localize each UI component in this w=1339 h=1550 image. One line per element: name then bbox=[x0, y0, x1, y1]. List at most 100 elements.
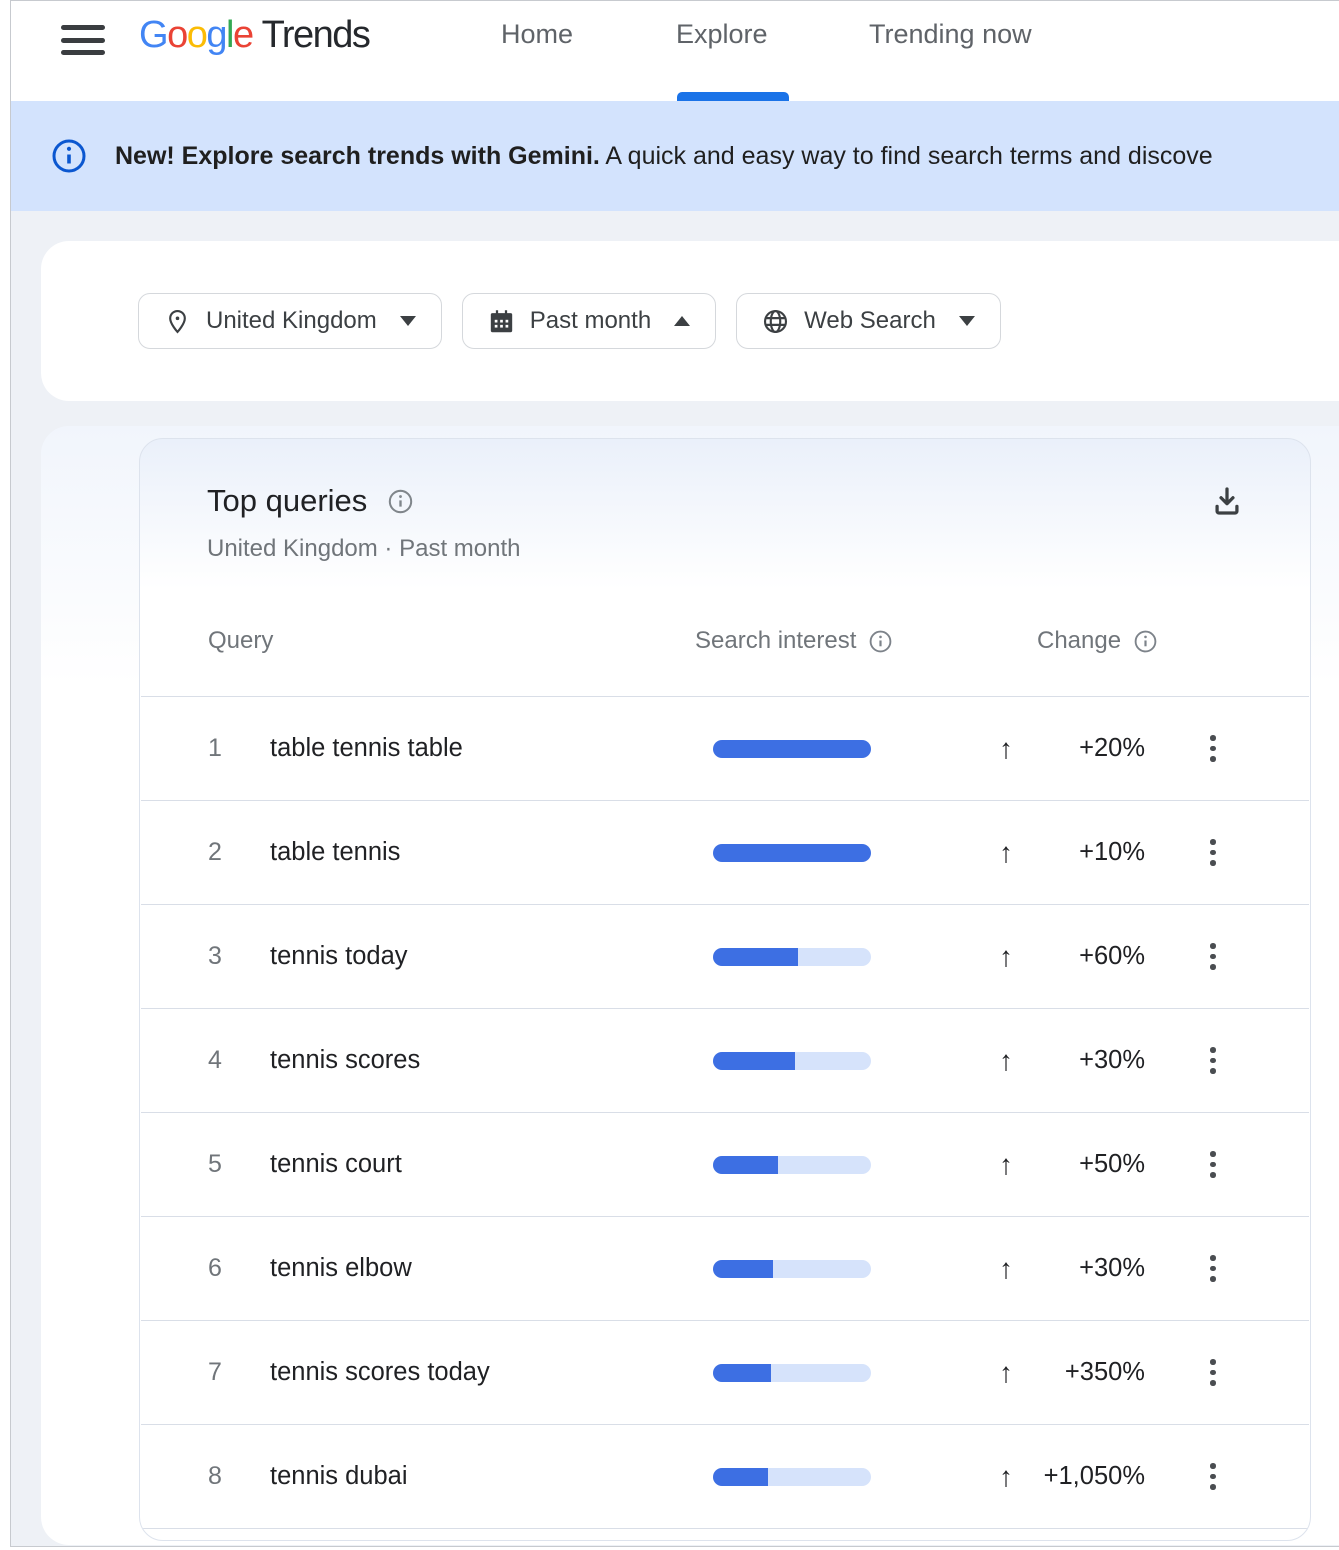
row-rank: 8 bbox=[208, 1462, 222, 1490]
up-arrow-icon: ↑ bbox=[999, 732, 1013, 764]
row-more-options-button[interactable] bbox=[1204, 1145, 1222, 1184]
row-rank: 4 bbox=[208, 1046, 222, 1074]
row-more-options-button[interactable] bbox=[1204, 1249, 1222, 1288]
time-range-filter-label: Past month bbox=[529, 307, 652, 334]
browser-window: Google Trends Home Explore Trending now N… bbox=[10, 0, 1339, 1547]
table-header: Query Search interest Change bbox=[141, 627, 1309, 655]
queries-table-body: 1 table tennis table ↑ +20% 2 table tenn… bbox=[141, 696, 1309, 1529]
table-row[interactable]: 2 table tennis ↑ +10% bbox=[141, 801, 1309, 905]
search-interest-info-icon[interactable] bbox=[868, 629, 893, 654]
row-change-value: +10% bbox=[1079, 838, 1145, 866]
search-interest-bar bbox=[713, 739, 871, 758]
menu-icon[interactable] bbox=[61, 25, 105, 55]
table-row[interactable]: 6 tennis elbow ↑ +30% bbox=[141, 1217, 1309, 1321]
up-arrow-icon: ↑ bbox=[999, 940, 1013, 972]
row-query-label[interactable]: tennis elbow bbox=[270, 1254, 412, 1282]
chevron-up-icon bbox=[674, 316, 691, 326]
row-query-label[interactable]: tennis scores today bbox=[270, 1358, 490, 1386]
card-subtitle: United Kingdom · Past month bbox=[207, 535, 521, 562]
nav-explore[interactable]: Explore bbox=[676, 19, 768, 49]
chevron-down-icon bbox=[958, 316, 975, 326]
search-interest-bar bbox=[713, 1051, 871, 1070]
globe-icon bbox=[764, 309, 788, 333]
trends-wordmark: Trends bbox=[261, 14, 371, 56]
banner-text-bold: New! Explore search trends with Gemini. bbox=[115, 141, 600, 170]
nav-home[interactable]: Home bbox=[501, 19, 574, 49]
row-query-label[interactable]: tennis today bbox=[270, 942, 408, 970]
row-change-value: +1,050% bbox=[1043, 1462, 1145, 1490]
table-row[interactable]: 1 table tennis table ↑ +20% bbox=[141, 697, 1309, 801]
time-range-filter-button[interactable]: Past month bbox=[461, 293, 717, 349]
row-query-label[interactable]: tennis scores bbox=[270, 1046, 421, 1074]
row-rank: 3 bbox=[208, 942, 222, 970]
row-change-value: +20% bbox=[1079, 734, 1145, 762]
row-change-value: +30% bbox=[1079, 1254, 1145, 1282]
active-tab-underline bbox=[677, 92, 789, 101]
row-more-options-button[interactable] bbox=[1204, 833, 1222, 872]
row-rank: 2 bbox=[208, 838, 222, 866]
page-content: United Kingdom Past month bbox=[11, 211, 1339, 1546]
table-row[interactable]: 8 tennis dubai ↑ +1,050% bbox=[141, 1425, 1309, 1529]
row-change-value: +350% bbox=[1064, 1358, 1145, 1386]
row-more-options-button[interactable] bbox=[1204, 729, 1222, 768]
row-change-value: +30% bbox=[1079, 1046, 1145, 1074]
search-interest-bar bbox=[713, 1467, 871, 1486]
banner-text: New! Explore search trends with Gemini. … bbox=[115, 142, 1213, 171]
row-more-options-button[interactable] bbox=[1204, 937, 1222, 976]
table-row[interactable]: 7 tennis scores today ↑ +350% bbox=[141, 1321, 1309, 1425]
row-change: ↑ +50% bbox=[999, 1150, 1189, 1179]
location-filter-button[interactable]: United Kingdom bbox=[138, 293, 442, 349]
search-interest-bar-fill bbox=[713, 947, 799, 966]
column-header-search-interest: Search interest bbox=[695, 627, 857, 654]
row-more-options-button[interactable] bbox=[1204, 1353, 1222, 1392]
search-interest-bar-fill bbox=[713, 1259, 774, 1278]
location-filter-label: United Kingdom bbox=[206, 307, 377, 334]
up-arrow-icon: ↑ bbox=[999, 1044, 1013, 1076]
row-change: ↑ +20% bbox=[999, 734, 1189, 763]
top-queries-card: Top queries bbox=[139, 438, 1311, 1541]
row-query-label[interactable]: tennis dubai bbox=[270, 1462, 408, 1490]
download-icon[interactable] bbox=[1210, 484, 1244, 518]
row-more-options-button[interactable] bbox=[1204, 1457, 1222, 1496]
row-query-label[interactable]: table tennis bbox=[270, 838, 401, 866]
title-info-icon[interactable] bbox=[387, 488, 414, 515]
google-trends-logo[interactable]: Google Trends bbox=[139, 14, 371, 57]
row-rank: 6 bbox=[208, 1254, 222, 1282]
row-rank: 1 bbox=[208, 734, 222, 762]
table-row[interactable]: 4 tennis scores ↑ +30% bbox=[141, 1009, 1309, 1113]
row-rank: 7 bbox=[208, 1358, 222, 1386]
search-interest-bar-fill bbox=[713, 739, 871, 758]
nav-trending-now[interactable]: Trending now bbox=[869, 19, 1032, 49]
change-info-icon[interactable] bbox=[1133, 629, 1158, 654]
chevron-down-icon bbox=[399, 316, 416, 326]
card-title: Top queries bbox=[207, 483, 368, 518]
banner-text-rest: A quick and easy way to find search term… bbox=[599, 141, 1213, 170]
row-change: ↑ +30% bbox=[999, 1254, 1189, 1283]
search-interest-bar bbox=[713, 843, 871, 862]
row-query-label[interactable]: table tennis table bbox=[270, 734, 463, 762]
results-container: Top queries bbox=[41, 426, 1339, 1545]
search-type-filter-button[interactable]: Web Search bbox=[736, 293, 1001, 349]
table-row[interactable]: 5 tennis court ↑ +50% bbox=[141, 1113, 1309, 1217]
row-query-label[interactable]: tennis court bbox=[270, 1150, 402, 1178]
row-change: ↑ +1,050% bbox=[999, 1462, 1189, 1491]
row-more-options-button[interactable] bbox=[1204, 1041, 1222, 1080]
google-wordmark: Google bbox=[139, 14, 254, 56]
search-interest-bar bbox=[713, 1259, 871, 1278]
search-interest-bar-fill bbox=[713, 1051, 796, 1070]
row-change-value: +50% bbox=[1079, 1150, 1145, 1178]
table-row[interactable]: 3 tennis today ↑ +60% bbox=[141, 905, 1309, 1009]
calendar-icon bbox=[490, 309, 512, 332]
row-change: ↑ +350% bbox=[999, 1358, 1189, 1387]
column-header-change: Change bbox=[1037, 627, 1122, 654]
row-change: ↑ +10% bbox=[999, 838, 1189, 867]
up-arrow-icon: ↑ bbox=[999, 1356, 1013, 1388]
filters-card: United Kingdom Past month bbox=[41, 241, 1339, 401]
search-type-filter-label: Web Search bbox=[804, 307, 936, 334]
info-icon bbox=[52, 139, 86, 173]
search-interest-bar bbox=[713, 1363, 871, 1382]
location-pin-icon bbox=[169, 309, 186, 334]
gemini-promo-banner: New! Explore search trends with Gemini. … bbox=[11, 101, 1339, 211]
up-arrow-icon: ↑ bbox=[999, 1460, 1013, 1492]
search-interest-bar-fill bbox=[713, 843, 871, 862]
